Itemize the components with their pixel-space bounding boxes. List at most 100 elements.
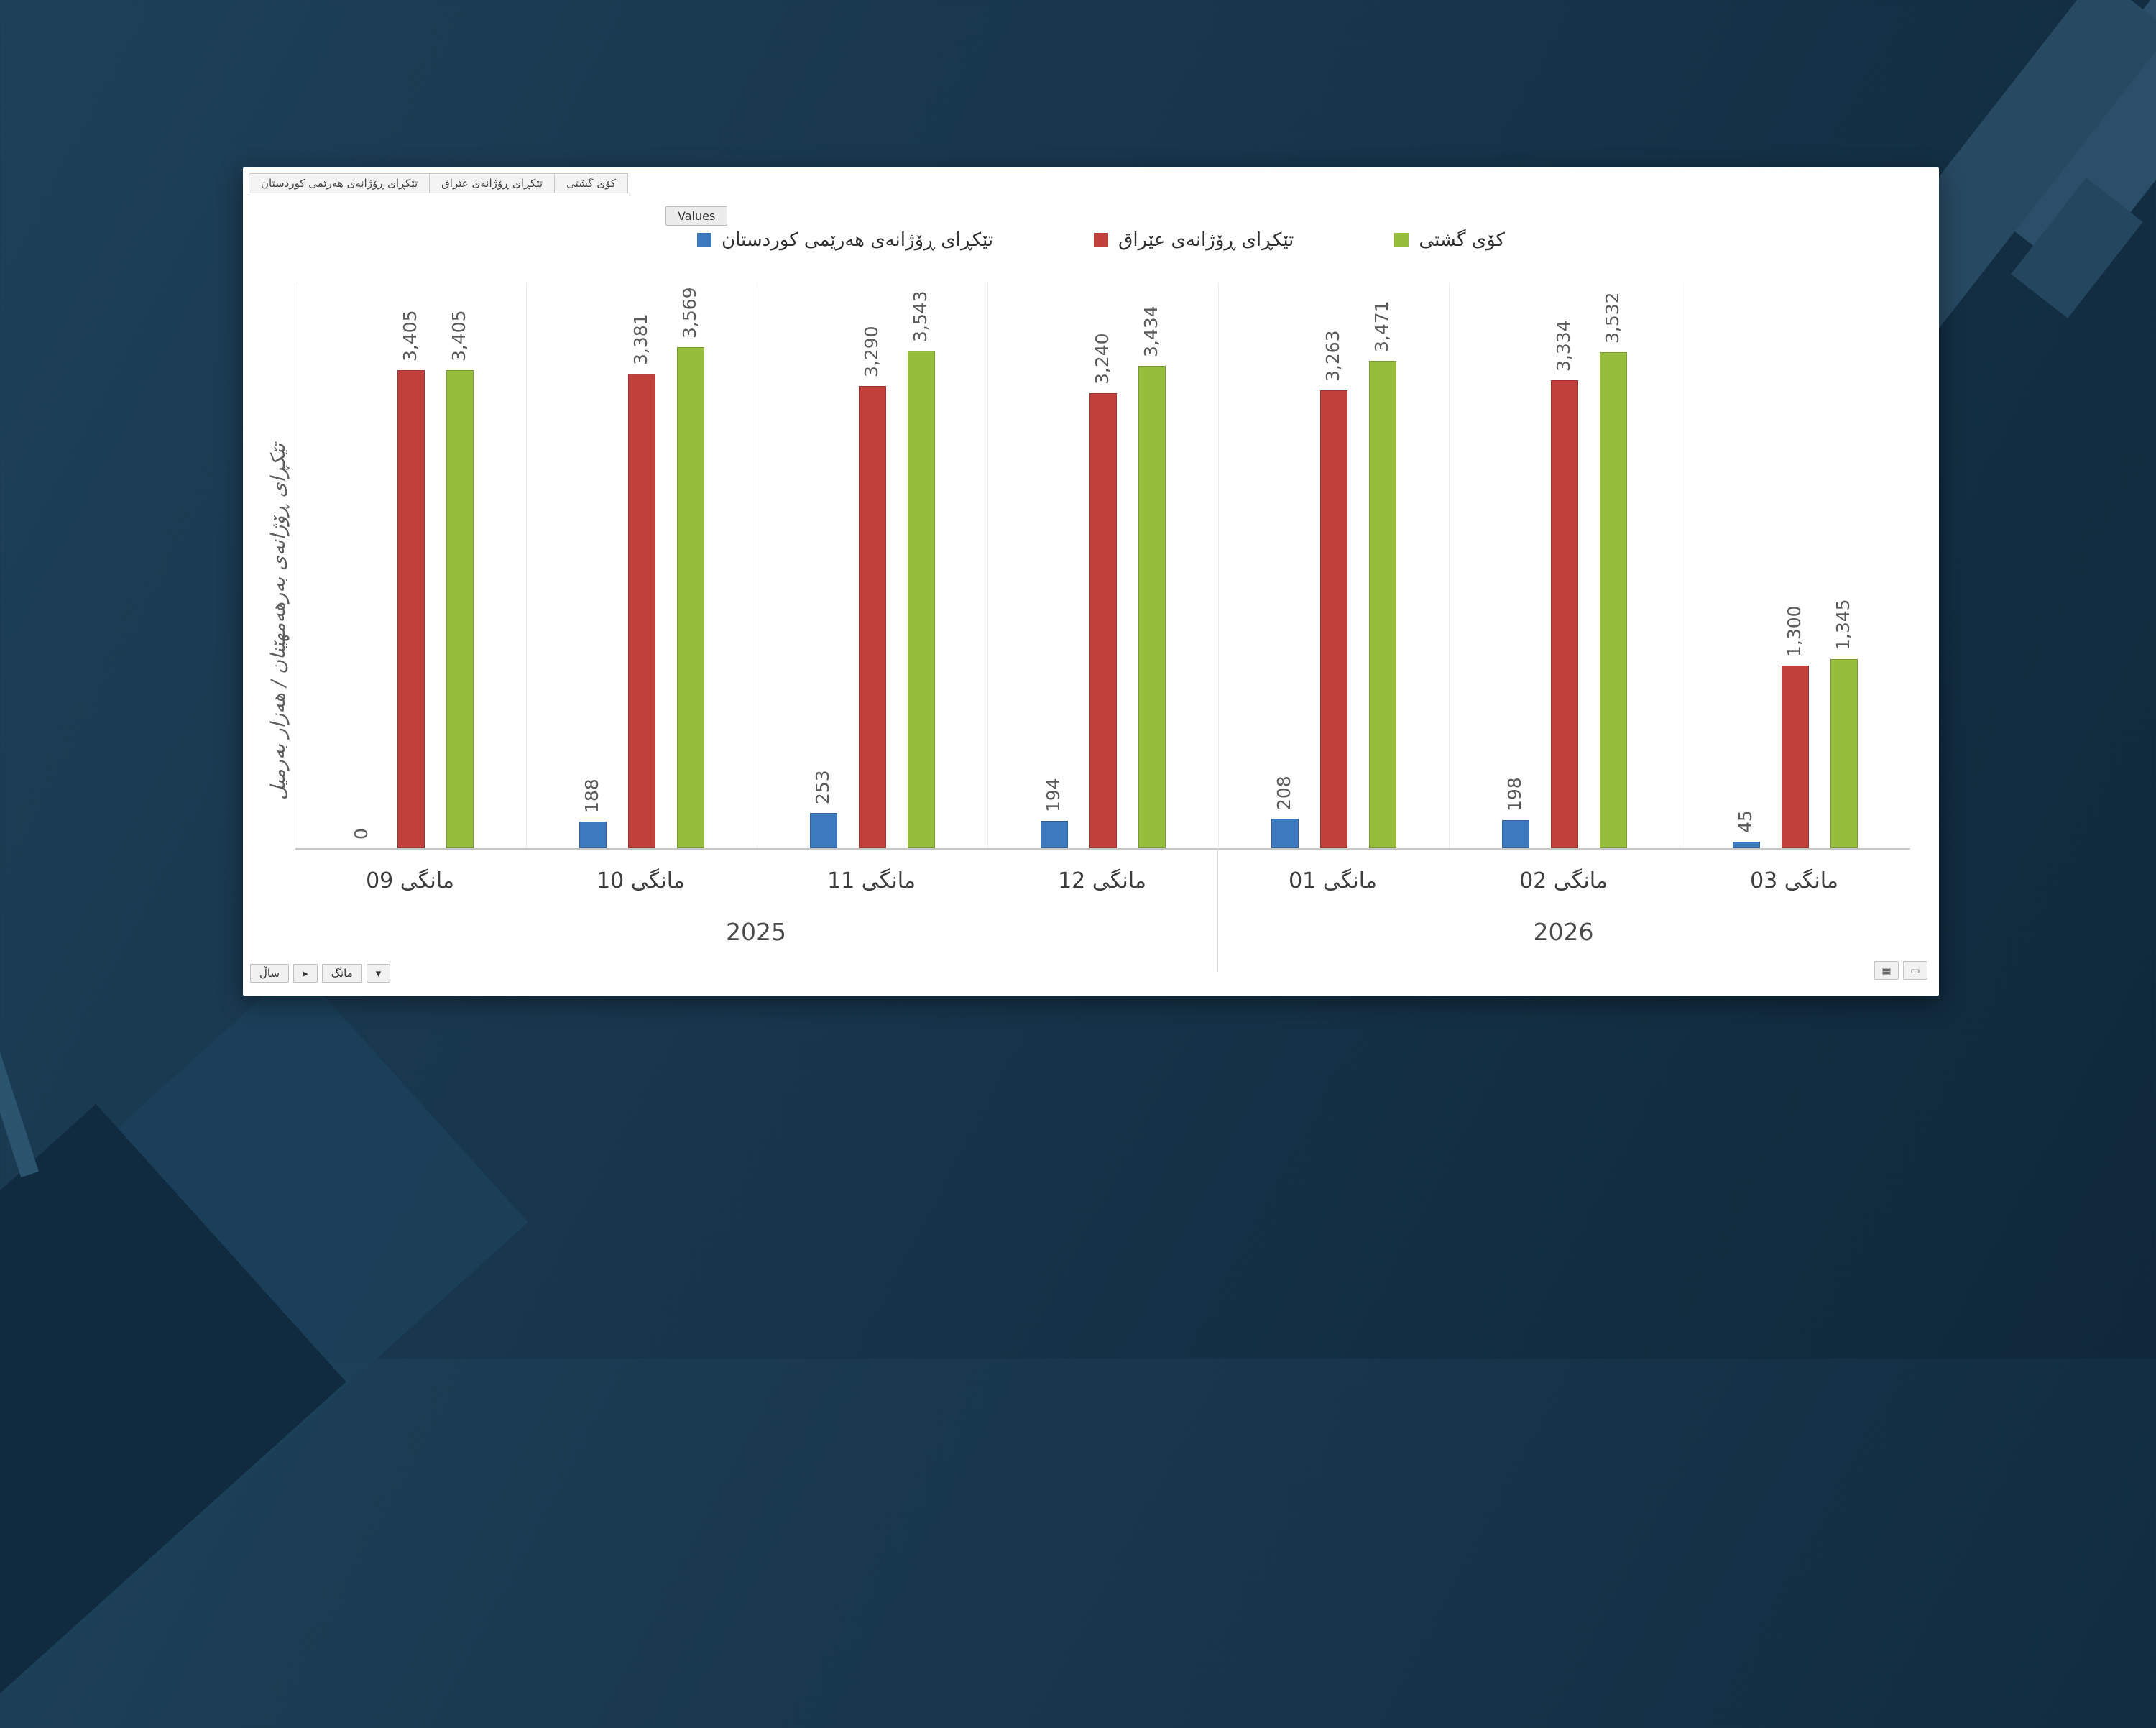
grid-view-icon[interactable]: ▦ bbox=[1874, 961, 1899, 980]
x-axis-label-1: مانگی 09 bbox=[366, 868, 454, 893]
values-button[interactable]: Values bbox=[665, 206, 728, 226]
bar-slot: 3,334 bbox=[1550, 320, 1578, 848]
bar-value-label: 0 bbox=[350, 828, 372, 840]
x-axis-label-5: مانگی 01 bbox=[1289, 868, 1377, 893]
bar-series3-group2[interactable] bbox=[676, 347, 704, 848]
bar-value-label: 3,543 bbox=[909, 290, 931, 342]
bar-series2-group1[interactable] bbox=[397, 370, 425, 848]
legend-item-3[interactable]: کۆی گشتی bbox=[1394, 229, 1505, 251]
bar-value-label: 3,240 bbox=[1091, 333, 1112, 385]
tab-2[interactable]: تێکڕای ڕۆژانەی عێراق bbox=[430, 173, 556, 193]
bar-slot: 1,300 bbox=[1781, 605, 1809, 848]
bar-group-6: 198 3,334 3,532 bbox=[1501, 292, 1627, 848]
x-axis-label-6: مانگی 02 bbox=[1519, 868, 1608, 893]
background-accent-shape bbox=[0, 1001, 39, 1177]
bar-value-label: 194 bbox=[1042, 778, 1064, 812]
bar-series1-group6[interactable] bbox=[1501, 820, 1529, 848]
drill-control-1[interactable]: ساڵ bbox=[250, 964, 290, 983]
bar-value-label: 1,300 bbox=[1783, 605, 1805, 657]
bar-series3-group3[interactable] bbox=[907, 351, 935, 848]
bar-series1-group4[interactable] bbox=[1040, 821, 1068, 848]
legend-swatch-icon bbox=[1394, 233, 1409, 247]
drill-control-3[interactable]: مانگ bbox=[321, 964, 362, 983]
bar-value-label: 3,405 bbox=[448, 310, 469, 362]
bar-series1-group7[interactable] bbox=[1732, 842, 1760, 848]
plot-area: 0 3,405 3,405 188 3,381 3,569 253 3,290 3,543 194… bbox=[295, 282, 1910, 850]
bar-slot: 198 bbox=[1501, 777, 1529, 848]
bar-series2-group6[interactable] bbox=[1550, 380, 1578, 848]
bar-group-3: 253 3,290 3,543 bbox=[809, 290, 935, 848]
collapse-icon[interactable]: ▭ bbox=[1903, 961, 1927, 980]
y-axis-title: تێکڕای ڕۆژانەی بەرهەمهێنان / هەزار بەرمی… bbox=[267, 443, 290, 800]
bar-value-label: 198 bbox=[1503, 777, 1525, 812]
bar-series3-group1[interactable] bbox=[446, 370, 474, 848]
bar-series2-group2[interactable] bbox=[627, 374, 655, 848]
legend: تێکڕای ڕۆژانەی هەرێمی کوردستان تێکڕای ڕۆژ… bbox=[697, 229, 1505, 251]
group-separator-line bbox=[1449, 282, 1450, 848]
bar-value-label: 45 bbox=[1734, 810, 1756, 833]
bar-value-label: 3,532 bbox=[1601, 292, 1623, 344]
bar-series2-group5[interactable] bbox=[1319, 390, 1348, 848]
legend-label: تێکڕای ڕۆژانەی عێراق bbox=[1118, 229, 1294, 251]
bar-series3-group4[interactable] bbox=[1138, 366, 1166, 848]
x-axis-label-4: مانگی 12 bbox=[1058, 868, 1146, 893]
background-accent-shape bbox=[0, 1103, 346, 1728]
group-separator-line bbox=[1218, 282, 1219, 848]
group-separator-line bbox=[987, 282, 988, 848]
x-axis-label-2: مانگی 10 bbox=[596, 868, 685, 893]
bar-series1-group2[interactable] bbox=[579, 822, 607, 848]
panel-corner-icons: ▦ ▭ bbox=[1874, 961, 1927, 980]
bar-slot: 3,532 bbox=[1599, 292, 1627, 848]
x-axis-label-3: مانگی 11 bbox=[827, 868, 916, 893]
bar-slot: 45 bbox=[1732, 810, 1760, 848]
bar-slot: 3,434 bbox=[1138, 305, 1166, 848]
tab-bar: تێکڕای ڕۆژانەی هەرێمی کوردستان تێکڕای ڕۆژ… bbox=[249, 173, 629, 193]
group-separator-line bbox=[526, 282, 527, 848]
bar-series2-group7[interactable] bbox=[1781, 666, 1809, 848]
tab-3[interactable]: کۆی گشتی bbox=[555, 173, 629, 193]
bar-value-label: 208 bbox=[1273, 776, 1294, 810]
bar-group-4: 194 3,240 3,434 bbox=[1040, 305, 1166, 848]
bar-slot: 3,381 bbox=[627, 313, 655, 848]
bar-value-label: 3,471 bbox=[1370, 300, 1392, 352]
bar-series1-group3[interactable] bbox=[809, 813, 837, 848]
bar-slot: 3,290 bbox=[858, 326, 886, 848]
chart-panel: تێکڕای ڕۆژانەی هەرێمی کوردستان تێکڕای ڕۆژ… bbox=[243, 167, 1939, 996]
bar-value-label: 3,381 bbox=[630, 313, 651, 365]
legend-swatch-icon bbox=[1094, 233, 1109, 247]
tab-1[interactable]: تێکڕای ڕۆژانەی هەرێمی کوردستان bbox=[249, 173, 430, 193]
bar-value-label: 188 bbox=[581, 778, 602, 813]
year-label-2025: 2025 bbox=[726, 918, 786, 946]
bar-slot: 3,405 bbox=[446, 310, 474, 848]
bar-value-label: 3,434 bbox=[1140, 305, 1161, 357]
bar-slot: 3,405 bbox=[397, 310, 425, 848]
bar-slot: 188 bbox=[579, 778, 607, 848]
bar-slot: 3,240 bbox=[1089, 333, 1117, 848]
x-axis-label-7: مانگی 03 bbox=[1750, 868, 1838, 893]
bar-series1-group5[interactable] bbox=[1271, 819, 1299, 848]
drill-control-2[interactable]: ▸ bbox=[293, 964, 318, 983]
bar-slot: 194 bbox=[1040, 778, 1068, 848]
bar-value-label: 1,345 bbox=[1832, 599, 1853, 651]
legend-label: تێکڕای ڕۆژانەی هەرێمی کوردستان bbox=[722, 229, 994, 251]
bar-slot: 1,345 bbox=[1830, 599, 1858, 848]
bar-slot: 253 bbox=[809, 770, 837, 848]
background-accent-shape bbox=[0, 965, 528, 1694]
bar-slot: 3,263 bbox=[1319, 330, 1348, 848]
bar-series2-group4[interactable] bbox=[1089, 393, 1117, 848]
bar-series3-group6[interactable] bbox=[1599, 352, 1627, 848]
bar-series3-group5[interactable] bbox=[1368, 361, 1396, 848]
legend-item-2[interactable]: تێکڕای ڕۆژانەی عێراق bbox=[1094, 229, 1294, 251]
bar-group-1: 0 3,405 3,405 bbox=[349, 310, 474, 848]
bar-series3-group7[interactable] bbox=[1830, 659, 1858, 848]
bar-slot: 208 bbox=[1271, 776, 1299, 848]
bar-value-label: 253 bbox=[811, 770, 833, 804]
bar-series2-group3[interactable] bbox=[858, 386, 886, 848]
bar-value-label: 3,290 bbox=[860, 326, 882, 377]
year-divider-line bbox=[1217, 848, 1218, 972]
drill-control-4[interactable]: ▾ bbox=[366, 964, 391, 983]
legend-item-1[interactable]: تێکڕای ڕۆژانەی هەرێمی کوردستان bbox=[697, 229, 993, 251]
bar-slot: 3,569 bbox=[676, 287, 704, 848]
bar-value-label: 3,263 bbox=[1322, 330, 1343, 382]
bar-value-label: 3,334 bbox=[1552, 320, 1574, 372]
